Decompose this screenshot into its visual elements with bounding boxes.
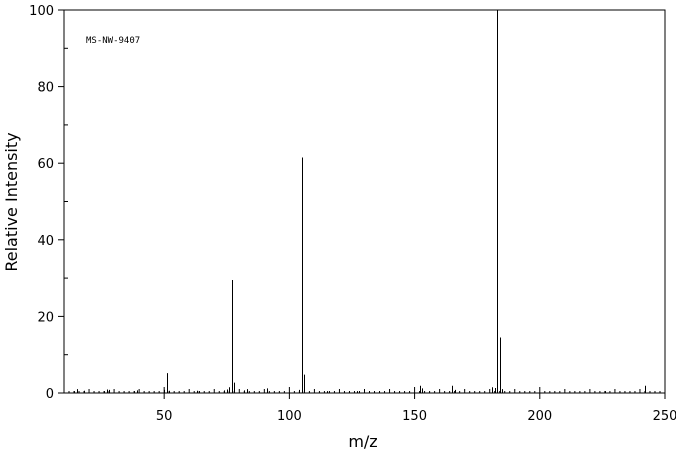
y-tick-label: 0: [46, 387, 54, 402]
x-axis-ticks: 50 100 150 200 250: [156, 387, 676, 424]
y-tick-label: 80: [37, 81, 54, 96]
plot-frame: [63, 9, 666, 394]
minor-ticks: [63, 47, 661, 393]
y-tick-label: 100: [29, 4, 54, 19]
y-tick-label: 60: [37, 157, 54, 172]
y-tick-label: 40: [37, 234, 54, 249]
x-tick-label: 250: [653, 409, 676, 424]
y-tick-label: 20: [37, 310, 54, 325]
y-axis-ticks: 0 20 40 60 80 100: [29, 4, 64, 402]
x-tick-label: 100: [277, 409, 302, 424]
chart-annotation: MS-NW-9407: [86, 36, 140, 46]
y-axis-title: Relative Intensity: [2, 132, 21, 271]
x-tick-label: 50: [156, 409, 173, 424]
x-tick-label: 150: [402, 409, 427, 424]
x-tick-label: 200: [527, 409, 552, 424]
x-axis-title: m/z: [348, 432, 377, 451]
spectrum-peaks: [74, 10, 646, 393]
